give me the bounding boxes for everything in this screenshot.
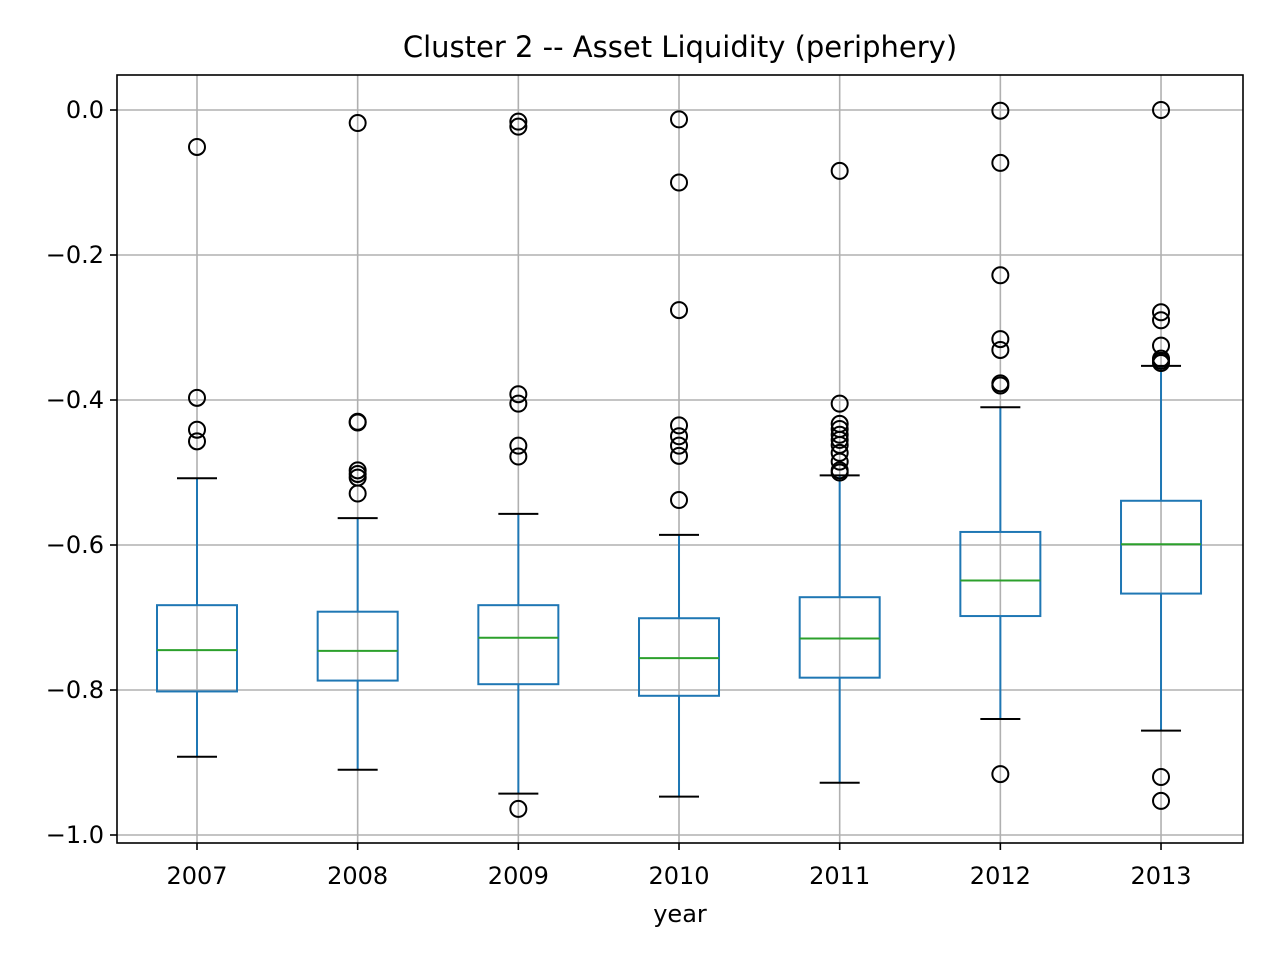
chart-title: Cluster 2 -- Asset Liquidity (periphery) — [403, 30, 957, 64]
outlier-point-2013-7 — [1152, 768, 1171, 786]
y-tick-label-0: 0.0 — [66, 96, 104, 124]
box-group-2009 — [477, 112, 560, 818]
outlier-point-2010-6 — [670, 446, 689, 465]
box-group-2010 — [638, 110, 721, 798]
box-iqr-2007 — [156, 604, 238, 693]
outlier-point-2013-1 — [1152, 303, 1171, 322]
outlier-point-2009-3 — [509, 394, 528, 413]
outlier-point-2011-1 — [830, 394, 849, 413]
outlier-point-2007-3 — [188, 432, 206, 451]
outlier-point-2007-2 — [188, 420, 206, 439]
outlier-point-2010-5 — [670, 436, 689, 455]
box-group-2007 — [156, 137, 238, 758]
outlier-point-2008-0 — [348, 114, 367, 133]
outlier-point-2011-10 — [830, 463, 849, 482]
outlier-point-2011-8 — [830, 452, 849, 471]
x-tick-label-2011: 2011 — [809, 862, 870, 890]
box-group-2008 — [316, 114, 399, 771]
outlier-point-2009-2 — [509, 385, 528, 404]
axis-ticks: 0.0 −0.2 −0.4 −0.6 −0.8 −1.0 2007 2008 2009 2010 2… — [46, 96, 1192, 890]
outlier-point-2012-0 — [991, 101, 1010, 120]
outlier-point-2013-6 — [1152, 354, 1171, 373]
outlier-point-2012-4 — [991, 340, 1010, 359]
plot-frame — [116, 74, 1244, 844]
outlier-point-2012-1 — [991, 153, 1010, 172]
x-tick-label-2009: 2009 — [488, 862, 549, 890]
outlier-point-2008-2 — [348, 413, 367, 432]
x-tick-label-2007: 2007 — [166, 862, 227, 890]
outlier-point-2013-0 — [1152, 101, 1171, 119]
outlier-point-2010-3 — [670, 416, 689, 435]
outlier-point-2008-6 — [348, 484, 367, 503]
outlier-point-2009-0 — [509, 112, 528, 131]
box-iqr-2009 — [477, 604, 560, 686]
box-iqr-2013 — [1120, 499, 1203, 595]
outlier-point-2010-0 — [670, 110, 689, 129]
outlier-point-2007-1 — [188, 388, 206, 407]
outlier-point-2010-1 — [670, 173, 689, 192]
outlier-point-2012-3 — [991, 330, 1010, 349]
box-iqr-2008 — [316, 610, 399, 682]
y-tick-label-4: −0.8 — [46, 676, 104, 704]
outlier-point-2011-0 — [830, 161, 849, 180]
outlier-point-2009-5 — [509, 447, 528, 466]
y-tick-label-5: −1.0 — [46, 821, 104, 849]
outlier-point-2010-4 — [670, 427, 689, 446]
outlier-point-2013-2 — [1152, 311, 1171, 330]
outlier-point-2009-4 — [509, 436, 528, 455]
boxes — [156, 101, 1203, 818]
outlier-point-2012-2 — [991, 266, 1010, 285]
outlier-point-2010-7 — [670, 491, 689, 510]
outlier-point-2012-6 — [991, 376, 1010, 395]
x-tick-label-2013: 2013 — [1130, 862, 1191, 890]
x-tick-label-2010: 2010 — [648, 862, 709, 890]
y-tick-label-2: −0.4 — [46, 386, 104, 414]
box-group-2013 — [1120, 101, 1203, 810]
outlier-point-2011-5 — [830, 430, 849, 449]
y-tick-label-3: −0.6 — [46, 531, 104, 559]
x-tick-label-2008: 2008 — [327, 862, 388, 890]
outlier-point-2011-7 — [830, 443, 849, 462]
x-axis-label: year — [653, 900, 707, 928]
outlier-point-2007-0 — [188, 137, 206, 156]
outlier-point-2012-7 — [991, 765, 1010, 784]
box-group-2012 — [959, 101, 1042, 784]
box-group-2011 — [798, 161, 881, 784]
outlier-point-2009-1 — [509, 117, 528, 136]
box-iqr-2010 — [638, 617, 721, 697]
outlier-point-2010-2 — [670, 301, 689, 320]
outlier-point-2011-4 — [830, 425, 849, 444]
x-tick-label-2012: 2012 — [970, 862, 1031, 890]
outlier-point-2009-6 — [509, 799, 528, 818]
outlier-point-2013-8 — [1152, 791, 1171, 810]
box-iqr-2011 — [798, 596, 881, 679]
y-tick-label-1: −0.2 — [46, 241, 104, 269]
box-iqr-2012 — [959, 530, 1042, 618]
